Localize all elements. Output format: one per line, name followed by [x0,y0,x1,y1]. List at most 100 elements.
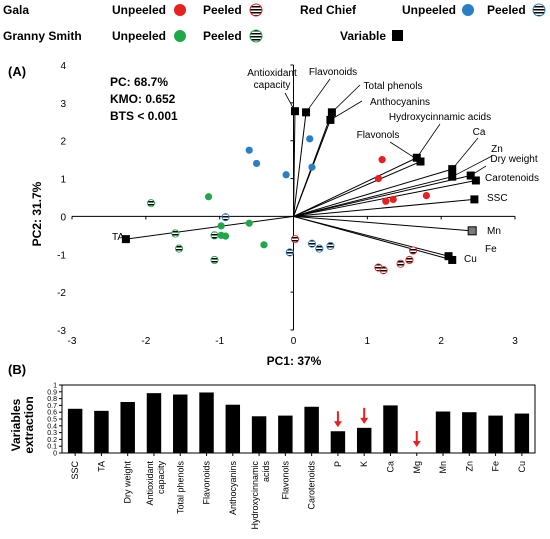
bar-category-label: Hydroxycinnamicacids [250,461,271,530]
sample-point [389,195,397,203]
pca-y-tick-label: -3 [57,326,66,337]
bar [251,416,267,453]
variable-label: Flavonoids [309,67,357,78]
bar-y-tick-label: 0.5 [47,417,57,424]
pca-y-tick-label: 3 [60,99,66,110]
loading-vector [293,176,453,217]
bar-category-label: Dry weight [123,461,133,504]
bar-y-tick-label: 0.3 [47,430,57,437]
pca-x-tick-label: 1 [365,336,371,347]
legend-granny-smith-unpeeled-marker [174,30,186,42]
panel-a-label: (A) [8,64,26,79]
legend-variable-marker [392,30,403,41]
loading-vector [293,111,296,217]
loading-vector [293,175,471,217]
red-arrow-head [333,421,342,428]
label-leader-line [452,155,493,178]
sample-point [245,146,253,154]
bar-category-label: Zn [464,461,474,472]
sample-point [307,239,317,248]
pca-y-tick-label: -2 [57,288,66,299]
bar-y-axis-label: Variablesextraction [9,396,36,453]
bar-category-label: Fe [491,461,501,472]
loading-vector [293,112,307,217]
bar [146,393,162,453]
pca-x-tick-label: 0 [291,336,297,347]
bar [225,404,241,453]
variable-label: Dry weight [490,154,537,165]
sample-point [326,241,335,251]
loading-vector [293,157,418,217]
pca-biplot: (A) PC: 68.7% KMO: 0.652 BTS < 0.001 4 3 2 1 0… [8,61,539,368]
bar-arrows [333,407,421,447]
pca-y-tick-label: 1 [60,175,66,186]
variable-label: SSC [487,193,508,204]
sample-point [396,259,405,268]
loading-vector [293,215,453,261]
loading-vector [293,161,421,217]
bars [67,392,530,456]
sample-point [290,235,300,244]
bar-y-tick-label: 0.1 [47,444,57,451]
bar-category-label: Flavonols [280,461,290,500]
sample-point [306,135,314,143]
red-arrow-head [360,417,369,424]
bar-category-labels: SSC TA Dry weight Antioxidantcapacity Total … [70,461,527,530]
sample-point [374,174,383,183]
bar-category-label: Mn [438,461,448,474]
variable-marker [470,195,479,204]
pca-x-tick-label: -3 [68,336,77,347]
extraction-bar-chart: (B) 00.10.20.30.40.50.60.70.80.91 SSC TA D… [8,362,536,530]
bar [67,408,83,453]
pca-stat-text: BTS < 0.001 [110,109,178,123]
bar [514,413,530,453]
bar-category-label: Cu [517,461,527,473]
bar-category-label: Total phenols [175,461,185,515]
sample-point [405,255,414,265]
pca-variable-labels: TA Antioxidant capacity Flavonoids Total phe… [112,67,539,265]
label-leader-line [451,137,479,170]
bar-y-tick-label: 1 [53,383,57,390]
legend-gala-unpeeled-label: Unpeeled [112,3,166,17]
variable-marker [467,226,477,236]
sample-point [175,244,184,253]
bar-y-tick-label: 0.7 [47,403,57,410]
legend-red-chief-peeled-label: Peeled [487,3,526,17]
pca-stat-text: KMO: 0.652 [110,92,176,106]
legend-granny-smith-peeled-marker [249,29,263,43]
legend-granny-smith-unpeeled-label: Unpeeled [112,29,166,43]
legend-red-chief-unpeeled-label: Unpeeled [402,3,456,17]
sample-point [285,248,294,257]
sample-point [422,192,430,200]
pca-y-tick-label: 0 [60,212,66,223]
variable-label: Zn [491,144,503,155]
sample-point [308,163,316,171]
sample-point [378,156,386,164]
bar [120,402,135,453]
sample-point [146,199,156,208]
variable-marker [471,176,480,185]
sample-point [245,219,253,227]
bar-category-label: Mg [412,461,422,474]
legend-gala-peeled-marker [249,3,263,17]
sample-point [379,266,388,275]
panel-b-label: (B) [8,362,26,377]
bar-y-tick-label: 0.8 [47,396,57,403]
bar [435,411,451,453]
pca-x-tick-label: 2 [438,336,444,347]
pca-x-axis-label: PC1: 37% [267,354,322,368]
legend-gala-unpeeled-marker [174,4,186,16]
pca-y-axis-label: PC2: 31.7% [30,181,44,246]
bar-category-label: Anthocyanins [228,461,238,516]
bar [356,427,372,453]
legend-red-chief-peeled-marker [532,3,546,17]
label-leader-line [470,165,487,176]
bar-category-label: SSC [70,461,80,480]
bar [94,410,109,453]
label-leader-line [305,78,331,113]
bar [304,406,319,453]
bar-y-tick-label: 0.2 [47,437,57,444]
sample-point [210,255,219,265]
red-arrow-head [412,441,421,447]
